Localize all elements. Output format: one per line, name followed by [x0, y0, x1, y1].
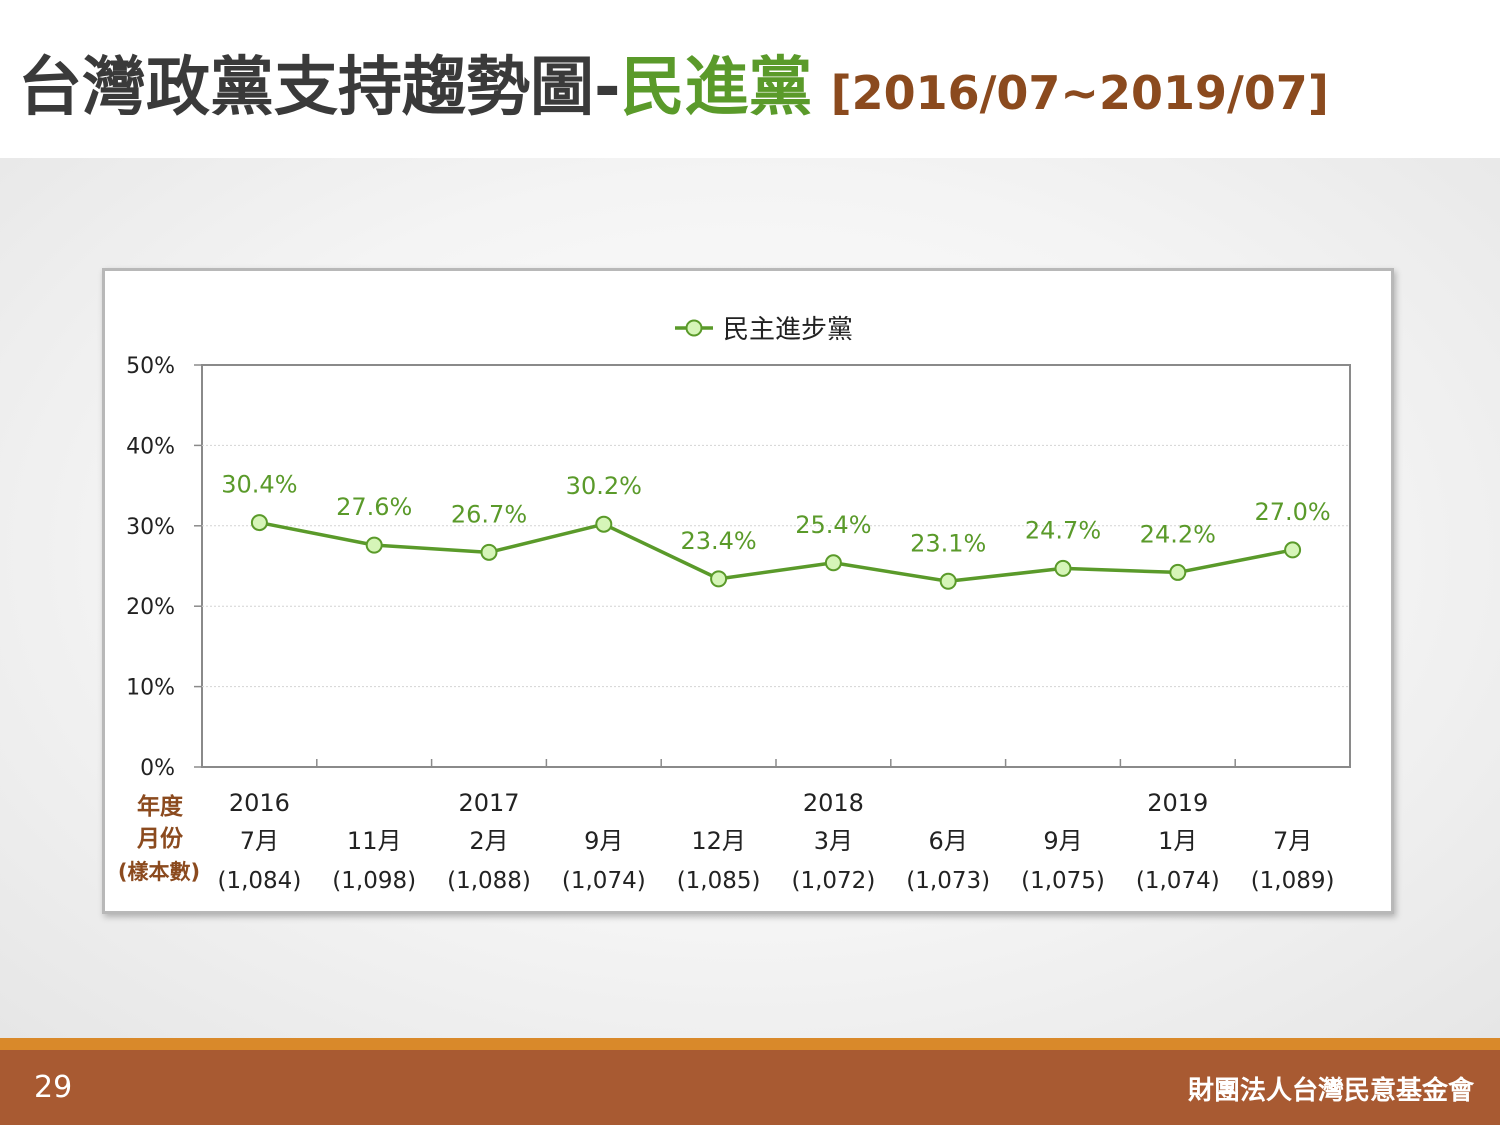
y-tick-label: 0%	[140, 756, 175, 781]
y-tick-label: 20%	[126, 595, 175, 620]
page-number: 29	[34, 1070, 73, 1105]
data-label: 26.7%	[451, 500, 527, 528]
x-sample-label: (1,089)	[1251, 868, 1335, 894]
data-label: 27.0%	[1254, 498, 1330, 526]
data-point	[1169, 563, 1187, 581]
title-bar: 台灣政黨支持趨勢圖-民進黨 [2016/07~2019/07]	[0, 0, 1500, 158]
footer-bar: 29 財團法人台灣民意基金會	[0, 1050, 1500, 1125]
y-tick-label: 50%	[126, 354, 175, 379]
x-sample-label: (1,073)	[906, 868, 990, 894]
data-point	[365, 536, 383, 554]
x-year-label: 2016	[229, 789, 290, 817]
data-label: 24.2%	[1140, 520, 1216, 548]
x-year-label: 2019	[1147, 789, 1208, 817]
y-tick-label: 40%	[126, 434, 175, 459]
data-point	[710, 570, 728, 588]
footer-accent-line	[0, 1038, 1500, 1050]
x-month-label: 9月	[584, 827, 623, 855]
data-point	[1054, 559, 1072, 577]
row-label-year: 年度	[137, 793, 184, 820]
data-point	[939, 572, 957, 590]
x-sample-label: (1,088)	[447, 868, 531, 894]
x-sample-label: (1,098)	[332, 868, 416, 894]
x-sample-label: (1,085)	[677, 868, 761, 894]
chart-frame: 0% 10% 20% 30% 40% 50% 30.4% 27.6% 26.7% 30.2% 23.…	[102, 268, 1394, 914]
data-label: 23.4%	[680, 527, 756, 555]
x-sample-label: (1,074)	[562, 868, 646, 894]
data-point	[250, 514, 268, 532]
x-sample-label: (1,084)	[218, 868, 302, 894]
x-sample-label: (1,075)	[1021, 868, 1105, 894]
data-label: 30.4%	[221, 471, 297, 499]
x-year-label: 2017	[458, 789, 519, 817]
x-sample-label: (1,072)	[792, 868, 876, 894]
x-month-label: 12月	[691, 827, 746, 855]
x-month-label: 3月	[814, 827, 853, 855]
data-point	[480, 543, 498, 561]
row-label-sample: (樣本數)	[118, 860, 200, 884]
data-label: 27.6%	[336, 493, 412, 521]
plot-area	[201, 364, 1351, 768]
x-month-label: 7月	[240, 827, 279, 855]
x-month-label: 9月	[1043, 827, 1082, 855]
series-line	[259, 520, 1293, 584]
data-point	[595, 515, 613, 533]
organization-name: 財團法人台灣民意基金會	[1187, 1076, 1474, 1106]
data-label: 30.2%	[566, 472, 642, 500]
title-range: [2016/07~2019/07]	[830, 66, 1329, 120]
row-label-month: 月份	[136, 826, 184, 852]
title-main: 台灣政黨支持趨勢圖-	[18, 51, 621, 125]
line-chart: 0% 10% 20% 30% 40% 50% 30.4% 27.6% 26.7% 30.2% 23.…	[118, 315, 1351, 894]
x-sample-label: (1,074)	[1136, 868, 1220, 894]
data-point	[824, 554, 842, 572]
title-party: 民進黨	[620, 51, 813, 125]
slide-title: 台灣政黨支持趨勢圖-民進黨 [2016/07~2019/07]	[18, 36, 1329, 128]
legend-label: 民主進步黨	[723, 315, 853, 345]
x-month-label: 2月	[469, 827, 508, 855]
y-tick-label: 10%	[126, 676, 175, 701]
x-year-label: 2018	[803, 789, 864, 817]
x-month-label: 7月	[1273, 827, 1312, 855]
data-label: 23.1%	[910, 529, 986, 557]
x-month-label: 1月	[1158, 827, 1197, 855]
data-point	[1284, 541, 1302, 559]
legend-marker	[685, 319, 703, 337]
data-label: 24.7%	[1025, 516, 1101, 544]
y-tick-label: 30%	[126, 515, 175, 540]
x-month-label: 11月	[347, 827, 402, 855]
x-month-label: 6月	[929, 827, 968, 855]
data-label: 25.4%	[795, 511, 871, 539]
